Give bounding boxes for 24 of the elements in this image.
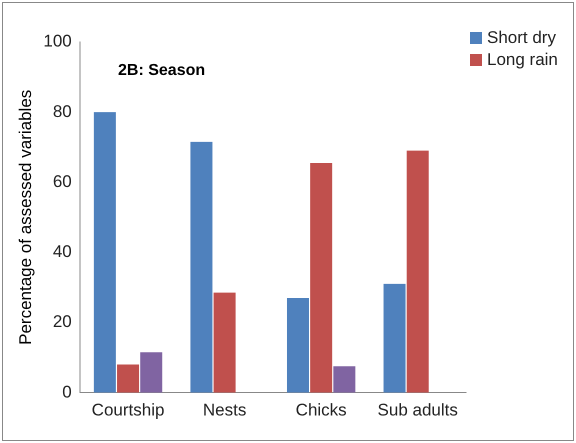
bar	[286, 298, 309, 393]
y-tick-label: 100	[43, 32, 72, 51]
x-tick-label: Sub adults	[378, 400, 458, 420]
bar	[310, 162, 332, 393]
bar	[333, 366, 356, 393]
y-tick-label: 20	[52, 312, 72, 332]
bar	[214, 292, 236, 393]
bar	[94, 112, 116, 393]
bar	[140, 352, 162, 393]
x-tick-label: Chicks	[296, 400, 347, 420]
y-axis-title: Percentage of assessed variables	[16, 90, 35, 345]
x-tick-label: Nests	[202, 400, 246, 420]
bar	[384, 284, 406, 393]
legend-label: Long rain	[487, 50, 558, 70]
text: 2B: Season	[118, 62, 206, 80]
x-tick-label: Courtship	[92, 400, 164, 420]
bar	[190, 142, 212, 393]
legend-label: Short dry	[487, 28, 556, 48]
y-tick-label: 0	[62, 382, 72, 402]
bar	[406, 150, 429, 393]
y-tick-label: 60	[52, 172, 72, 191]
y-tick-label: 80	[52, 102, 72, 121]
bar	[117, 364, 140, 393]
y-tick-label: 40	[52, 242, 72, 262]
